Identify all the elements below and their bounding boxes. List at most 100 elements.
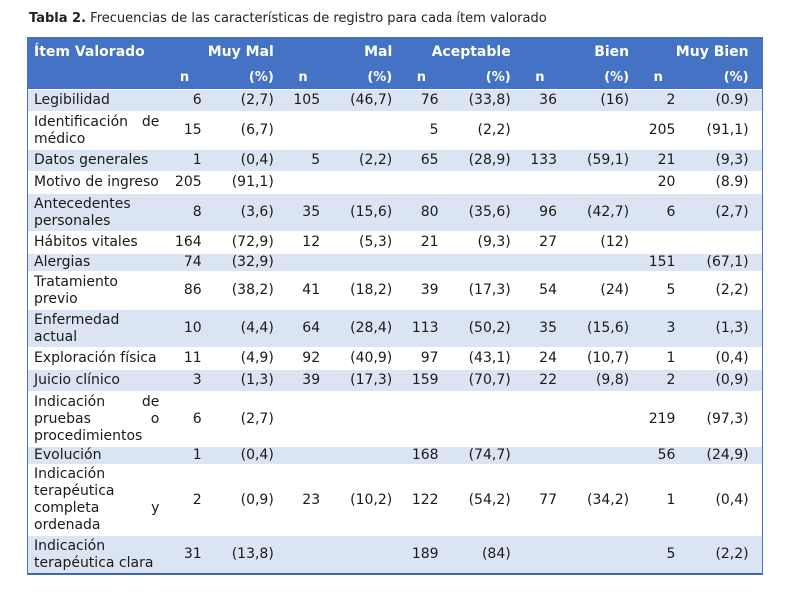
table-row: Identificación de médico 15 (6,7) 5 (2,2) 205… [28,111,762,150]
cell-pct: (67,1) [679,253,757,272]
cell-n: 151 [637,253,680,272]
cell-pct: (42,7) [561,193,638,232]
cell-n [400,171,443,194]
header-pct: (%) [442,66,519,90]
cell-n: 3 [163,369,206,392]
cell-pct: (72,9) [205,231,282,254]
cell-n [400,391,443,447]
cell-n: 24 [518,347,561,370]
row-spacer [756,89,762,112]
cell-pct [324,111,401,150]
cell-pct: (2,7) [679,193,757,232]
cell-pct [561,535,638,574]
table-row: Indicación de pruebas o procedimientos 6(… [28,391,762,447]
cell-n: 168 [400,446,443,465]
header-n: n [637,66,680,90]
header-n: n [163,66,206,90]
cell-pct: (28,9) [442,149,519,172]
cell-pct: (43,1) [442,347,519,370]
table-row: Indicación terapéutica clara 31 (13,8) 189(… [28,535,762,574]
cell-n: 20 [637,171,680,194]
header-pct: (%) [324,66,401,90]
row-label: Evolución [28,446,164,465]
cell-pct [561,253,638,272]
cell-pct [679,231,757,254]
cell-pct: (17,3) [442,271,519,310]
cell-pct: (18,2) [324,271,401,310]
cell-n: 22 [518,369,561,392]
table-row: Indicación terapéutica completa y ordena… [28,464,762,536]
cell-pct: (59,1) [561,149,638,172]
cell-pct: (2,7) [205,391,282,447]
cell-pct: (0,4) [679,347,757,370]
cell-n: 76 [400,89,443,112]
row-label: Exploración física [28,347,164,370]
cell-n: 21 [400,231,443,254]
cell-n: 205 [637,111,680,150]
cell-pct: (4,9) [205,347,282,370]
table-body: Legibilidad 6 (2,7) 105 (46,7) 76 (33,8) 36 (16)… [28,89,762,574]
cell-n: 92 [281,347,325,370]
cell-pct: (16) [561,89,638,112]
cell-n: 2 [163,464,206,536]
header-row-subheads: n (%) n (%) n (%) n (%) n (%) [28,66,762,90]
row-spacer [756,535,762,574]
cell-n: 11 [163,347,206,370]
table-row: Hábitos vitales 164 (72,9) 12 (5,3) 21 (9,3) 27… [28,231,762,254]
header-pct: (%) [561,66,638,90]
table-row: Motivo de ingreso 205 (91,1) 20 (8.9) [28,171,762,194]
cell-n: 74 [163,253,206,272]
cell-n [518,171,561,194]
cell-pct: (6,7) [205,111,282,150]
cell-n: 6 [163,391,206,447]
cell-n: 2 [637,369,680,392]
cell-pct [561,171,638,194]
cell-pct: (40,9) [324,347,401,370]
cell-pct: (24,9) [679,446,757,465]
cell-pct: (5,3) [324,231,401,254]
header-item: Ítem Valorado [28,38,164,66]
header-group-muy-bien: Muy Bien [637,38,757,66]
cell-n: 105 [281,89,325,112]
cell-n: 97 [400,347,443,370]
table-row: Exploración física 11 (4,9) 92 (40,9) 97 (43,1… [28,347,762,370]
table-row: Antecedentes personales 8 (3,6) 35 (15,6) 80(… [28,193,762,232]
frequency-table: Ítem Valorado Muy Mal Mal Aceptable Bien… [27,37,763,575]
cell-n: 56 [637,446,680,465]
row-spacer [756,464,762,536]
cell-n: 159 [400,369,443,392]
cell-pct: (0,4) [205,149,282,172]
cell-n: 164 [163,231,206,254]
cell-n: 8 [163,193,206,232]
cell-n: 113 [400,309,443,348]
cell-pct: (32,9) [205,253,282,272]
row-label: Hábitos vitales [28,231,164,254]
cell-n: 189 [400,535,443,574]
row-label: Legibilidad [28,89,164,112]
cell-pct: (28,4) [324,309,401,348]
cell-pct: (2,2) [679,271,757,310]
cell-pct: (74,7) [442,446,519,465]
cell-pct: (9,8) [561,369,638,392]
cell-pct: (0,9) [205,464,282,536]
cell-pct [442,253,519,272]
row-spacer [756,149,762,172]
cell-pct: (2,2) [324,149,401,172]
cell-n: 86 [163,271,206,310]
cell-n: 3 [637,309,680,348]
header-item-blank [28,66,164,90]
row-label: Indicación de pruebas o procedimientos [28,391,164,447]
cell-pct: (15,6) [324,193,401,232]
cell-n: 1 [163,446,206,465]
table-row: Datos generales 1 (0,4) 5 (2,2) 65 (28,9) 133 (5… [28,149,762,172]
cell-n [518,111,561,150]
cell-n: 64 [281,309,325,348]
cell-pct [561,391,638,447]
row-label: Indicación terapéutica completa y ordena… [28,464,164,536]
cell-n: 35 [281,193,325,232]
cell-pct: (12) [561,231,638,254]
row-label: Juicio clínico [28,369,164,392]
row-spacer [756,391,762,447]
cell-n: 5 [637,271,680,310]
cell-pct: (50,2) [442,309,519,348]
